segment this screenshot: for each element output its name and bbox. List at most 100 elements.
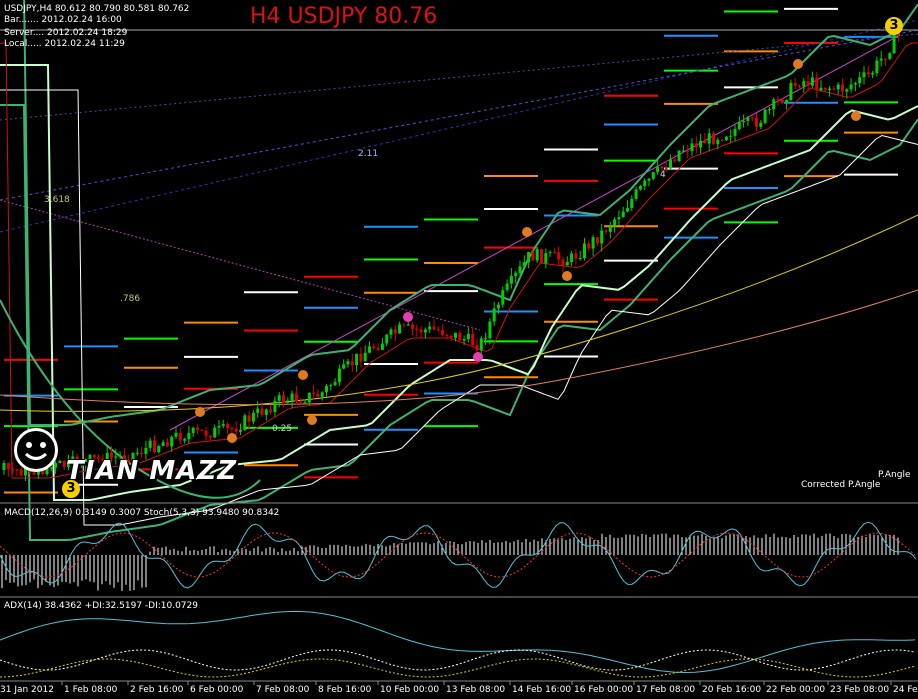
candle-body [686, 150, 690, 152]
candle-body [187, 432, 191, 440]
candle-body [359, 353, 363, 362]
candle-body [428, 326, 432, 330]
candle-body [170, 436, 174, 447]
adx-line [0, 610, 916, 674]
candle-body [11, 469, 15, 471]
candle-body [342, 364, 346, 369]
candle-body [617, 217, 621, 220]
candle-body [88, 454, 92, 460]
fractal-marker [793, 59, 803, 69]
candle-body [243, 415, 247, 430]
server-time: Server.... 2012.02.24 18:29 [4, 28, 128, 38]
candle-body [471, 333, 475, 346]
candle-body [810, 77, 814, 86]
candle-body [183, 439, 187, 441]
candle-body [853, 83, 857, 85]
fractal-marker [307, 415, 317, 425]
candle-body [105, 452, 109, 465]
candle-body [135, 452, 139, 454]
time-axis-tick: 23 Feb 08:00 [830, 685, 890, 695]
candle-body [798, 85, 801, 87]
candle-body [419, 329, 423, 333]
candle-body [862, 72, 866, 78]
candle-body [32, 472, 36, 475]
candle-body [2, 463, 6, 470]
candle-body [15, 469, 19, 471]
local-time: Local..... 2012.02.24 11:29 [4, 39, 125, 49]
candle-body [888, 53, 892, 59]
candle-body [858, 77, 862, 84]
candle-body [449, 335, 453, 338]
candle-body [497, 304, 500, 309]
plus-di-line [0, 649, 916, 671]
smiley-logo [14, 428, 58, 472]
candle-body [436, 329, 440, 331]
candle-body [600, 230, 604, 244]
candle-body [208, 435, 212, 438]
wave-badge-end: 3 [885, 17, 903, 35]
candle-body [591, 237, 595, 249]
candle-body [879, 58, 883, 61]
candle-body [896, 33, 900, 35]
candle-body [380, 343, 384, 350]
fractal-marker [403, 312, 413, 322]
fib-label-3618: 3.618 [44, 195, 70, 205]
candle-body [221, 424, 225, 426]
moving-average [0, 89, 918, 526]
candle-body [737, 122, 741, 129]
candle-body [273, 400, 277, 413]
candle-body [213, 427, 217, 438]
candle-body [514, 272, 518, 276]
candle-body [19, 469, 23, 476]
candle-body [165, 442, 169, 447]
fib-label-025: 0.25 [272, 424, 293, 434]
candle-body [92, 454, 96, 458]
candle-body [307, 392, 311, 403]
candle-body [759, 122, 763, 127]
candle-body [157, 445, 161, 453]
corrected-pangle-label: Corrected P.Angle [801, 480, 881, 490]
candle-body [884, 58, 887, 60]
candle-body [333, 382, 337, 386]
candle-body [681, 150, 685, 152]
candle-body [140, 452, 144, 454]
stochastic-signal [0, 532, 917, 578]
time-axis-tick: 22 Feb 00:00 [766, 685, 826, 695]
candle-body [161, 442, 165, 446]
time-axis-tick: 20 Feb 16:00 [702, 685, 762, 695]
candle-body [191, 427, 195, 433]
angle-line [0, 199, 481, 331]
candle-body [626, 208, 629, 212]
candle-body [415, 328, 419, 330]
time-axis-tick: 16 Feb 00:00 [574, 685, 634, 695]
candle-body [114, 456, 118, 458]
candle-body [557, 252, 561, 260]
candle-body [694, 143, 698, 148]
candle-body [294, 393, 298, 402]
candle-body [230, 428, 234, 430]
candle-body [789, 83, 793, 101]
slow-ma [0, 289, 918, 406]
candle-body [363, 352, 367, 362]
candle-body [402, 324, 406, 326]
candle-body [49, 467, 53, 469]
slow-ma [0, 214, 918, 412]
candle-body [892, 33, 896, 54]
candle-body [385, 334, 389, 344]
candle-body [841, 84, 844, 92]
channel-line [0, 19, 918, 233]
candle-body [832, 88, 836, 90]
candle-body [836, 84, 840, 90]
candle-body [802, 81, 806, 87]
candle-body [699, 140, 703, 148]
candle-body [638, 185, 642, 190]
candle-body [148, 440, 152, 448]
time-axis-tick: 14 Feb 16:00 [512, 685, 572, 695]
fractal-marker [473, 352, 483, 362]
candle-body [875, 60, 879, 73]
time-axis-tick: 1 Feb 08:00 [64, 685, 118, 695]
candle-body [656, 166, 660, 173]
bollinger-lower [0, 299, 261, 499]
